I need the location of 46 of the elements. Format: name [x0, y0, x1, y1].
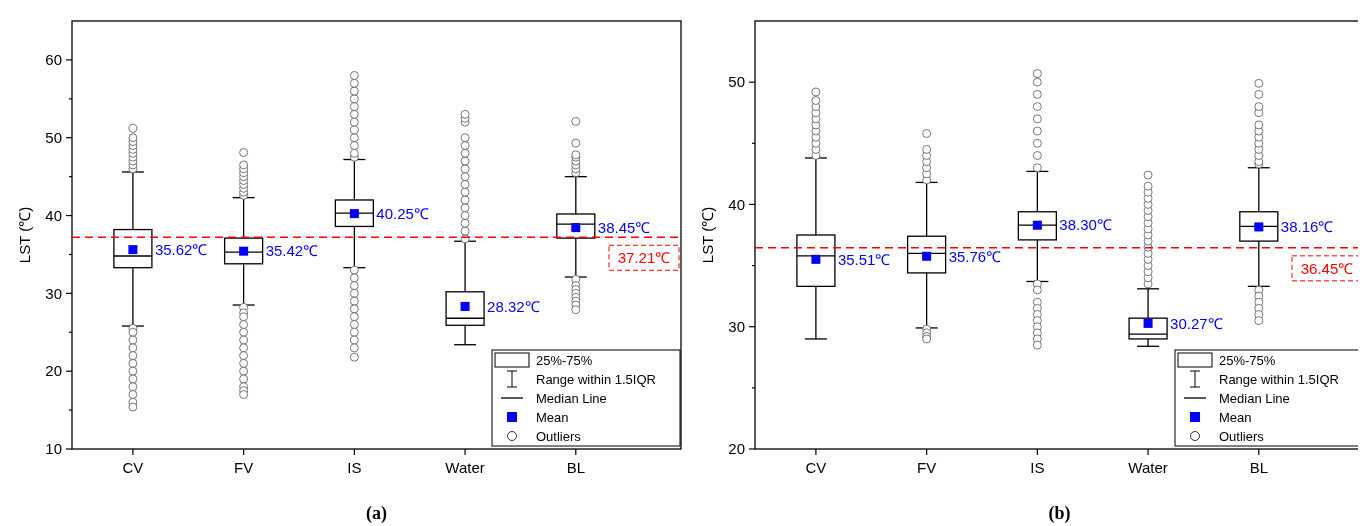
annotation: Range within 1.5IQR [536, 371, 656, 387]
x-tick-label: Water [445, 459, 485, 476]
y-tick-label: 10 [45, 440, 62, 458]
annotation: 35.42℃ [265, 242, 319, 260]
annotation: 25%-75% [1219, 352, 1276, 368]
y-axis-title: LST (℃) [16, 206, 33, 264]
y-tick-label: 50 [728, 73, 745, 91]
y-axis-title: LST (℃) [699, 206, 716, 264]
y-tick-label: 40 [45, 206, 62, 224]
x-tick-label: Water [1128, 459, 1168, 476]
annotation: 40.25℃ [376, 204, 429, 222]
annotation: 35.62℃ [154, 240, 208, 258]
text: (a) [366, 503, 387, 524]
ref-line-label: 37.21℃ [617, 249, 671, 267]
x-tick-label: BL [1249, 459, 1268, 476]
annotation: Range within 1.5IQR [1219, 371, 1339, 387]
x-tick-label: CV [805, 459, 827, 476]
x-tick-label: CV [122, 459, 144, 476]
x-tick-label: FV [917, 459, 937, 476]
x-tick-label: BL [566, 459, 585, 476]
y-tick-label: 30 [45, 284, 62, 302]
annotation: 35.51℃ [837, 250, 891, 268]
y-tick-label: 20 [45, 362, 62, 380]
y-tick-label: 40 [728, 195, 745, 213]
annotation: Mean [1219, 409, 1252, 425]
y-tick-label: 50 [45, 128, 62, 146]
annotation: 25%-75% [536, 352, 593, 368]
x-tick-label: IS [1030, 459, 1045, 476]
annotation: 28.32℃ [487, 297, 540, 315]
annotation: 35.76℃ [948, 247, 1002, 265]
y-tick-label: 30 [728, 317, 745, 335]
x-tick-label: IS [347, 459, 362, 476]
annotation: Mean [536, 409, 569, 425]
annotation: 38.45℃ [597, 218, 651, 236]
annotation: Median Line [1219, 390, 1290, 406]
annotation: 38.16℃ [1280, 218, 1334, 236]
ref-line-label: 36.45℃ [1300, 259, 1354, 277]
annotation: Outliers [536, 428, 582, 444]
y-tick-label: 60 [45, 51, 62, 69]
text: (b) [1048, 503, 1071, 524]
x-tick-label: FV [234, 459, 254, 476]
annotation: 30.27℃ [1170, 314, 1223, 332]
annotation: Median Line [536, 390, 607, 406]
annotation: Outliers [1219, 428, 1265, 444]
annotation: 38.30℃ [1059, 216, 1112, 234]
y-tick-label: 20 [728, 440, 745, 458]
